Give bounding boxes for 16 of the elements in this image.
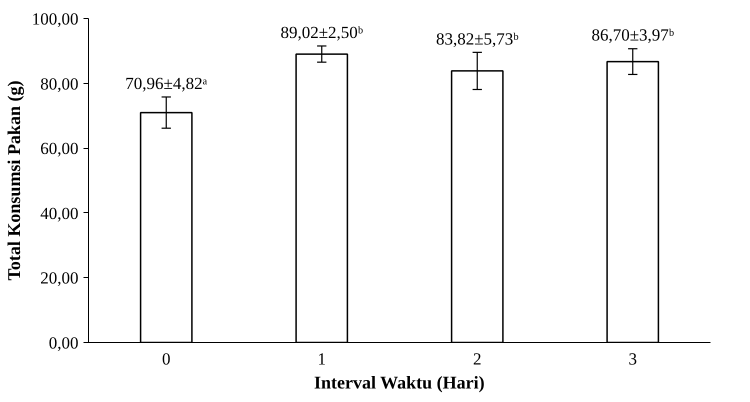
y-tick-label: 40,00 — [40, 204, 78, 223]
x-tick-label: 2 — [473, 350, 482, 368]
y-tick-label: 100,00 — [32, 10, 78, 28]
y-tick-label: 60,00 — [40, 139, 78, 158]
y-axis-title: Total Konsumsi Pakan (g) — [4, 80, 24, 280]
x-axis-title: Interval Waktu (Hari) — [314, 372, 485, 392]
data-label: 70,96±4,82ᵃ — [125, 74, 208, 93]
data-label: 86,70±3,97ᵇ — [591, 26, 674, 45]
x-tick-label: 3 — [628, 350, 637, 368]
data-label: 83,82±5,73ᵇ — [436, 29, 519, 48]
data-label: 89,02±2,50ᵇ — [280, 22, 364, 42]
y-tick-label: 80,00 — [40, 74, 78, 94]
y-tick-label: 20,00 — [40, 268, 78, 288]
x-tick-label: 1 — [318, 350, 326, 368]
x-tick-label: 0 — [162, 350, 170, 368]
y-tick-label: 0,00 — [48, 334, 78, 352]
